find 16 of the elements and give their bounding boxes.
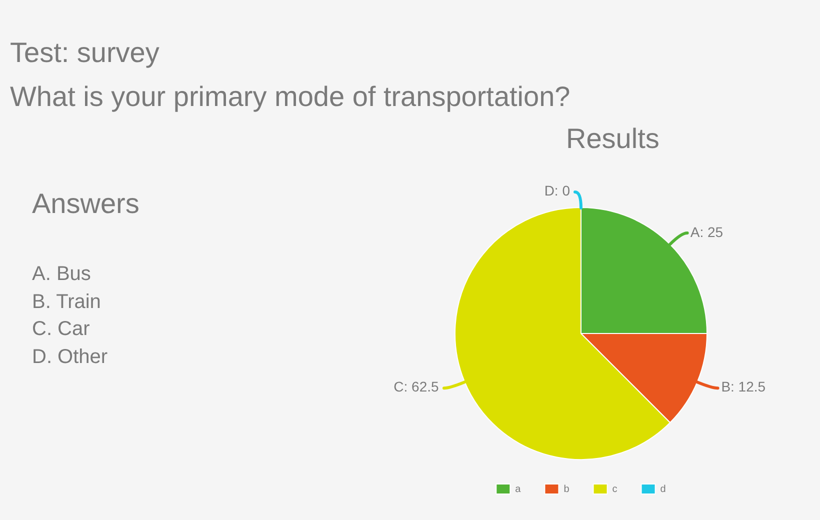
text: C. Car — [32, 318, 90, 340]
data-label: B: 12.5 — [721, 378, 766, 395]
text: D: 0 — [544, 182, 570, 198]
text: D. Other — [32, 346, 108, 368]
text: Answers — [32, 188, 140, 219]
legend-label: b — [564, 484, 570, 495]
data-label: C: 62.5 — [394, 378, 440, 395]
legend-label: d — [660, 484, 666, 495]
text: Test: survey — [10, 37, 160, 68]
text: Results — [566, 123, 660, 154]
legend-label: a — [515, 484, 522, 495]
chart-subtitle: What is your primary mode of transportation? — [10, 81, 570, 112]
legend-label: c — [612, 484, 618, 495]
text: B. Train — [32, 291, 101, 313]
text: A. Bus — [32, 263, 91, 285]
data-label: A: 25 — [690, 224, 724, 240]
